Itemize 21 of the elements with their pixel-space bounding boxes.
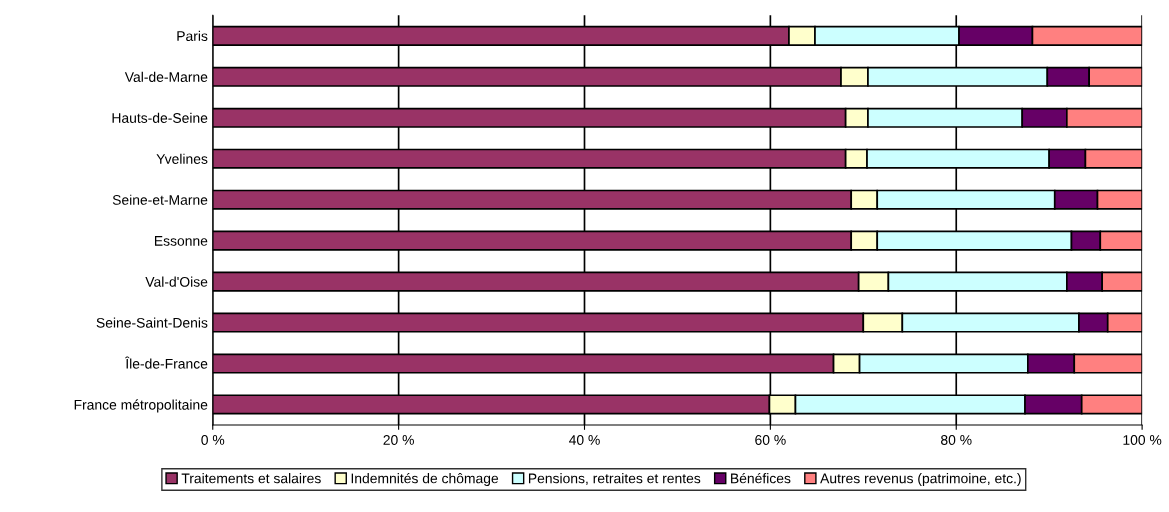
legend-label: Pensions, retraites et rentes [528,473,701,485]
legend-label: Traitements et salaires [181,473,321,484]
y-tick-label: Seine-et-Marne [112,194,208,205]
y-tick-label: Paris [177,30,208,42]
x-tick-label: 0 % [201,435,225,445]
y-tick-label: Hauts-de-Seine [112,112,208,123]
x-tick-label: 60 % [755,435,786,445]
y-tick-label: Yvelines [156,153,208,164]
legend-label: Bénéfices [731,472,791,484]
x-tick-label: 40 % [568,435,600,445]
y-tick-label: Île-de-France [125,356,208,369]
x-tick-label: 20 % [383,435,414,445]
y-tick-label: Essonne [154,236,208,246]
y-tick-label: Seine-Saint-Denis [96,317,208,328]
legend-label: Indemnités de chômage [351,472,499,487]
x-tick-label: 100 % [1123,435,1162,445]
legend-label: Autres revenus (patrimoine, etc.) [820,473,1021,487]
x-tick-label: 80 % [941,435,972,445]
y-tick-label: France métropolitaine [74,399,208,413]
y-tick-label: Val-d'Oise [145,276,208,287]
y-tick-label: Val-de-Marne [124,71,208,82]
